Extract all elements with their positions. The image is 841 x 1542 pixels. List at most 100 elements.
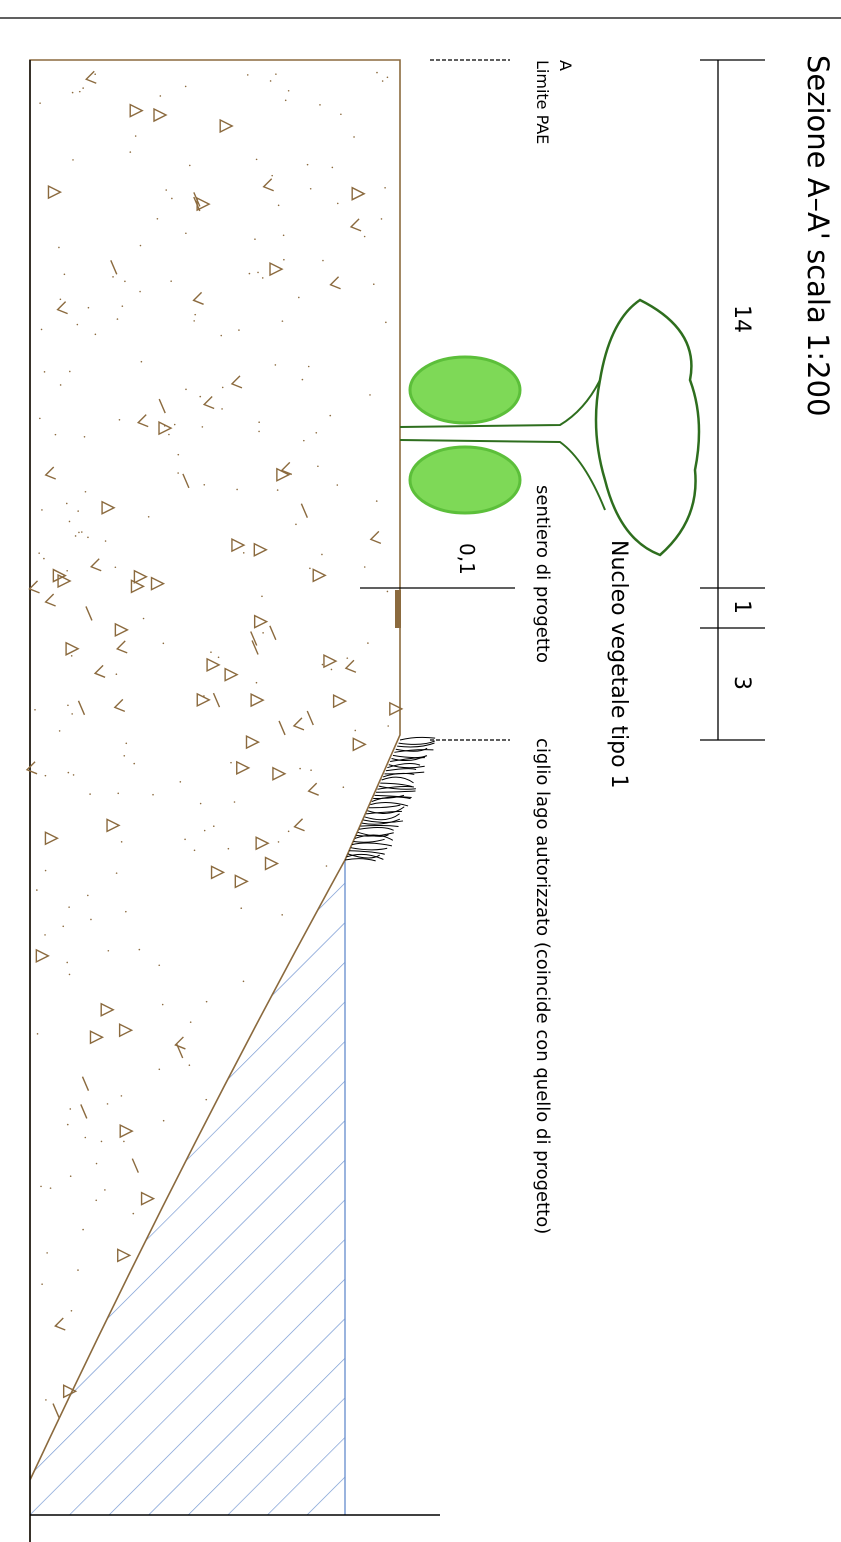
grass-blade	[376, 790, 416, 793]
soil-symbol	[196, 692, 211, 707]
soil-symbol	[129, 103, 144, 118]
soil-dot	[100, 1140, 103, 1143]
soil-dot	[72, 159, 74, 161]
soil-dot	[104, 540, 107, 542]
soil-dot	[193, 849, 196, 852]
soil-symbol	[176, 1043, 184, 1059]
soil-dot	[258, 430, 260, 433]
soil-dot	[142, 617, 145, 620]
soil-dot	[168, 433, 170, 436]
soil-dot	[189, 1021, 192, 1023]
grass-blade	[398, 740, 436, 745]
soil-dot	[220, 334, 223, 337]
soil-dot	[68, 973, 71, 976]
soil-dot	[376, 71, 378, 74]
soil-dot	[70, 655, 73, 657]
soil-dot	[212, 825, 215, 828]
soil-symbol	[250, 631, 258, 646]
soil-symbol	[329, 276, 341, 290]
soil-symbol	[65, 641, 80, 656]
soil-symbol	[131, 1158, 139, 1173]
grass-blade	[349, 850, 385, 855]
soil-dot	[281, 914, 283, 916]
soil-dot	[77, 510, 79, 512]
soil-dot	[163, 425, 166, 427]
soil-dot	[301, 378, 304, 381]
soil-dot	[205, 1000, 208, 1003]
soil-symbol	[52, 568, 67, 583]
soil-symbol	[193, 192, 201, 207]
soil-symbol	[57, 573, 72, 589]
soil-dot	[254, 238, 256, 240]
soil-dot	[58, 246, 60, 249]
soil-dot	[62, 925, 65, 928]
soil-dot	[275, 73, 277, 75]
soil-symbol	[85, 70, 97, 84]
soil-dot	[59, 384, 62, 386]
soil-symbol	[272, 766, 287, 781]
soil-symbol	[182, 473, 190, 489]
path-label: sentiero di progetto	[532, 485, 553, 663]
soil-dot	[281, 320, 284, 322]
soil-symbol	[307, 782, 319, 796]
soil-dot	[303, 439, 305, 442]
soil-dot	[346, 657, 349, 659]
soil-dot	[41, 1283, 43, 1285]
soil-dot	[59, 298, 62, 301]
soil-dot	[120, 841, 123, 843]
soil-dot	[84, 490, 87, 493]
soil-dot	[107, 949, 110, 952]
lake-edge-label: ciglio lago autorizzato (coincide con qu…	[532, 738, 553, 1234]
soil-dot	[41, 509, 43, 511]
grass-blade	[378, 785, 416, 790]
soil-symbol	[280, 461, 293, 476]
soil-symbol	[115, 640, 128, 654]
soil-symbol	[113, 698, 126, 713]
soil-dot	[177, 472, 179, 474]
soil-dot	[269, 80, 272, 82]
soil-dot	[162, 642, 165, 645]
soil-texture	[25, 70, 404, 1418]
soil-dot	[40, 328, 43, 331]
soil-symbol	[278, 720, 286, 736]
soil-symbol	[253, 542, 268, 557]
soil-dot	[138, 948, 141, 951]
soil-symbol	[44, 593, 56, 607]
soil-dot	[125, 910, 127, 913]
soil-dot	[43, 371, 46, 373]
grass-blade	[377, 785, 415, 790]
soil-dot	[72, 774, 75, 776]
soil-symbol	[106, 818, 121, 833]
soil-symbol	[44, 831, 59, 846]
soil-dot	[367, 642, 369, 644]
soil-dot	[177, 453, 180, 456]
soil-symbol	[85, 606, 93, 621]
soil-symbol	[202, 395, 215, 410]
soil-dot	[76, 323, 79, 326]
grass-blade	[361, 818, 401, 825]
soil-symbol	[62, 1384, 78, 1399]
grass-blade	[364, 813, 400, 821]
soil-dot	[116, 318, 119, 320]
soil-symbol	[210, 865, 226, 880]
soil-dot	[240, 907, 243, 909]
soil-dot	[325, 865, 328, 867]
soil-dot	[246, 74, 249, 76]
soil-dot	[310, 769, 312, 771]
soil-symbol	[219, 118, 234, 134]
soil-dot	[282, 234, 285, 237]
soil-dot	[242, 552, 245, 554]
dim-path-width: 0,1	[455, 543, 479, 575]
soil-dot	[104, 1189, 106, 1191]
soil-symbol	[100, 1002, 115, 1017]
soil-dot	[158, 1068, 161, 1071]
soil-symbol	[251, 640, 259, 655]
dim-edge: 3	[729, 676, 754, 690]
soil-dot	[74, 535, 77, 537]
soil-dot	[321, 663, 324, 666]
soil-dot	[71, 91, 74, 94]
soil-dot	[283, 258, 285, 261]
soil-symbol	[153, 107, 168, 123]
soil-dot	[68, 906, 70, 908]
